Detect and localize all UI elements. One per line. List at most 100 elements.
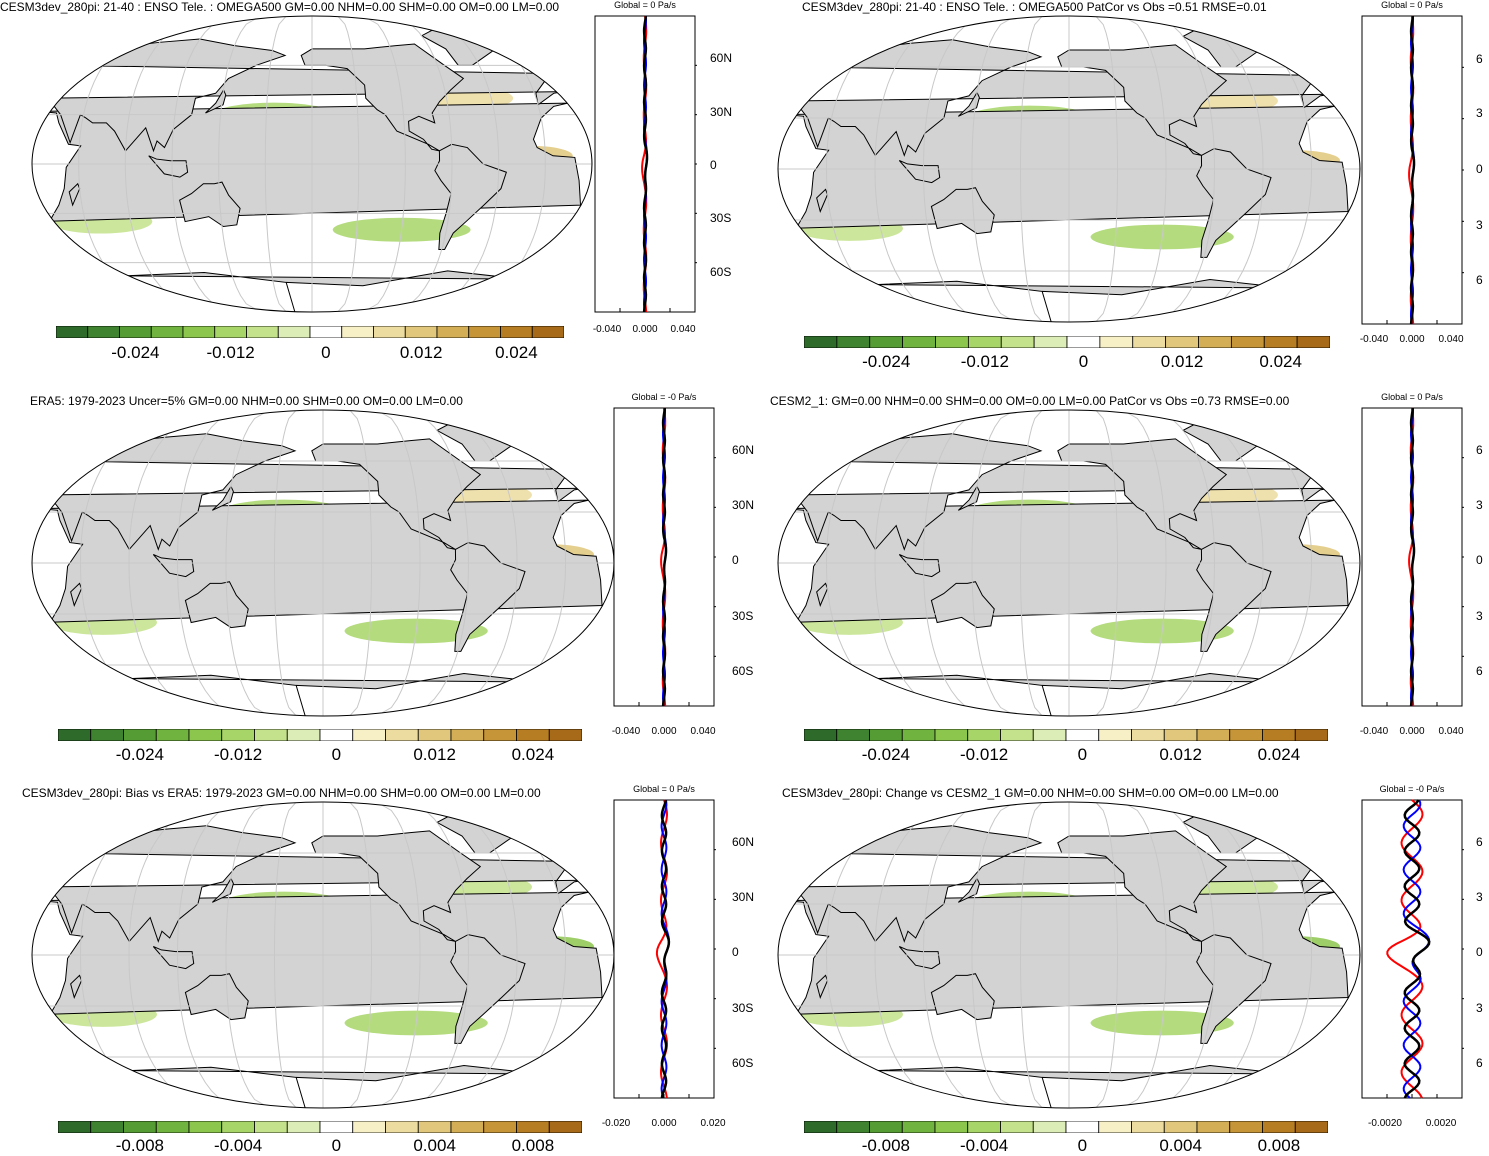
grid-meridian xyxy=(1020,802,1043,1108)
colorbar-swatch xyxy=(309,326,343,338)
land-japan xyxy=(957,485,980,511)
colorbar-swatch xyxy=(1163,729,1198,741)
colorbar-swatch xyxy=(150,326,184,338)
grid-meridian xyxy=(274,802,297,1108)
colorbar-swatch xyxy=(58,1121,92,1133)
land-samerica xyxy=(450,542,526,652)
panel-title: CESM3dev_280pi: 21-40 : ENSO Tele. : OME… xyxy=(0,0,560,14)
colorbar-labels: -0.024 -0.012 0 0.012 0.024 xyxy=(56,343,564,363)
colorbar-swatch xyxy=(869,336,904,348)
colorbar-swatch xyxy=(1000,1121,1034,1133)
grid-meridian xyxy=(1148,16,1216,322)
colorbar-swatch xyxy=(1066,336,1101,348)
zonal-x-label: 0.000 xyxy=(632,324,658,335)
zonal-x-label: 0.000 xyxy=(1399,334,1425,345)
grid-meridian xyxy=(349,410,372,716)
land-africa xyxy=(38,102,582,223)
zonal-mean-plot xyxy=(1361,799,1464,1099)
colorbar-swatch xyxy=(516,1121,550,1133)
colorbar xyxy=(804,336,1330,348)
lat-label: 3 xyxy=(1476,498,1483,512)
colorbar-swatch xyxy=(221,729,255,741)
zonal-mean-line xyxy=(1409,407,1416,707)
colorbar-swatch xyxy=(450,729,485,741)
colorbar-tick-label: -0.008 xyxy=(861,1136,910,1155)
land-indonesia xyxy=(148,155,189,178)
grid-meridian xyxy=(1148,410,1216,716)
land-madagascar xyxy=(816,582,829,608)
map xyxy=(31,801,615,1109)
grid-meridian xyxy=(1148,802,1216,1108)
colorbar-swatch xyxy=(1294,1121,1328,1133)
grid-meridian xyxy=(1095,16,1118,322)
map xyxy=(777,15,1361,323)
grid-meridian xyxy=(1095,802,1118,1108)
panel-title: CESM2_1: GM=0.00 NHM=0.00 SHM=0.00 OM=0.… xyxy=(770,394,1290,408)
colorbar-swatch xyxy=(548,1121,582,1133)
colorbar-tick-label: 0 xyxy=(1078,352,1089,371)
colorbar-swatch xyxy=(804,729,838,741)
colorbar-swatch xyxy=(123,729,157,741)
zonal-mean-line xyxy=(661,407,668,707)
colorbar-swatch xyxy=(483,729,517,741)
map xyxy=(31,409,615,717)
colorbar-tick-label: 0 xyxy=(331,1136,342,1155)
colorbar-tick-label: -0.024 xyxy=(861,745,910,764)
colorbar-tick-label: 0 xyxy=(321,343,331,362)
zonal-mean-line xyxy=(1409,15,1416,325)
colorbar-tick-label: 0.012 xyxy=(1159,745,1202,764)
land-africa xyxy=(784,891,1349,1015)
map xyxy=(777,409,1361,717)
land-australia xyxy=(930,581,995,629)
grid-meridian xyxy=(388,16,453,312)
land-indonesia xyxy=(898,946,941,970)
colorbar xyxy=(58,729,582,741)
grid-meridian xyxy=(971,802,1016,1108)
land-japan xyxy=(205,88,227,114)
colorbar-swatch xyxy=(548,729,582,741)
lat-label: 60N xyxy=(710,51,733,65)
colorbar-swatch xyxy=(804,1121,838,1133)
colorbar-tick-label: 0.024 xyxy=(511,745,555,764)
land-indonesia xyxy=(898,160,941,184)
colorbar-swatch xyxy=(1263,336,1298,348)
colorbar-swatch xyxy=(385,729,419,741)
colorbar-swatch xyxy=(468,326,501,338)
grid-meridian xyxy=(922,802,990,1108)
land-madagascar xyxy=(816,188,829,214)
colorbar-swatch xyxy=(123,1121,157,1133)
colorbar-swatch xyxy=(1033,336,1068,348)
colorbar-swatch xyxy=(286,1121,321,1133)
grid-meridian xyxy=(376,802,421,1108)
colorbar-swatch xyxy=(352,729,386,741)
land-africa xyxy=(784,105,1349,229)
zonal-mean-title: Global = 0 Pa/s xyxy=(614,0,676,10)
land-namerica xyxy=(1057,438,1228,550)
colorbar-swatch xyxy=(155,1121,190,1133)
zonal-mean-plot xyxy=(1361,15,1464,325)
colorbar-swatch xyxy=(221,1121,255,1133)
grid-meridian xyxy=(922,410,990,716)
colorbar-tick-label: -0.012 xyxy=(960,745,1009,764)
colorbar-swatch xyxy=(869,729,903,741)
colorbar-swatch xyxy=(1165,336,1199,348)
colorbar-swatch xyxy=(58,729,92,741)
colorbar-swatch xyxy=(901,1121,936,1133)
grid-meridian xyxy=(402,410,470,716)
colorbar-swatch xyxy=(254,1121,288,1133)
colorbar-swatch xyxy=(836,1121,870,1133)
grid-meridian xyxy=(402,802,470,1108)
zonal-frame xyxy=(1361,799,1463,1099)
lat-label: 6 xyxy=(1476,52,1483,66)
zonal-x-label: 0.000 xyxy=(651,726,677,737)
land-samerica xyxy=(434,143,507,251)
colorbar-swatch xyxy=(1032,1121,1067,1133)
colorbar-swatch xyxy=(902,336,936,348)
land-japan xyxy=(211,485,234,511)
colorbar-labels: -0.024 -0.012 0 0.012 0.024 xyxy=(804,745,1328,765)
lat-label: 60N xyxy=(732,443,755,457)
colorbar-swatch xyxy=(1230,336,1265,348)
colorbar xyxy=(58,1121,582,1133)
lat-label: 30N xyxy=(732,498,755,512)
zonal-mean-title: Global = 0 Pa/s xyxy=(633,784,695,794)
